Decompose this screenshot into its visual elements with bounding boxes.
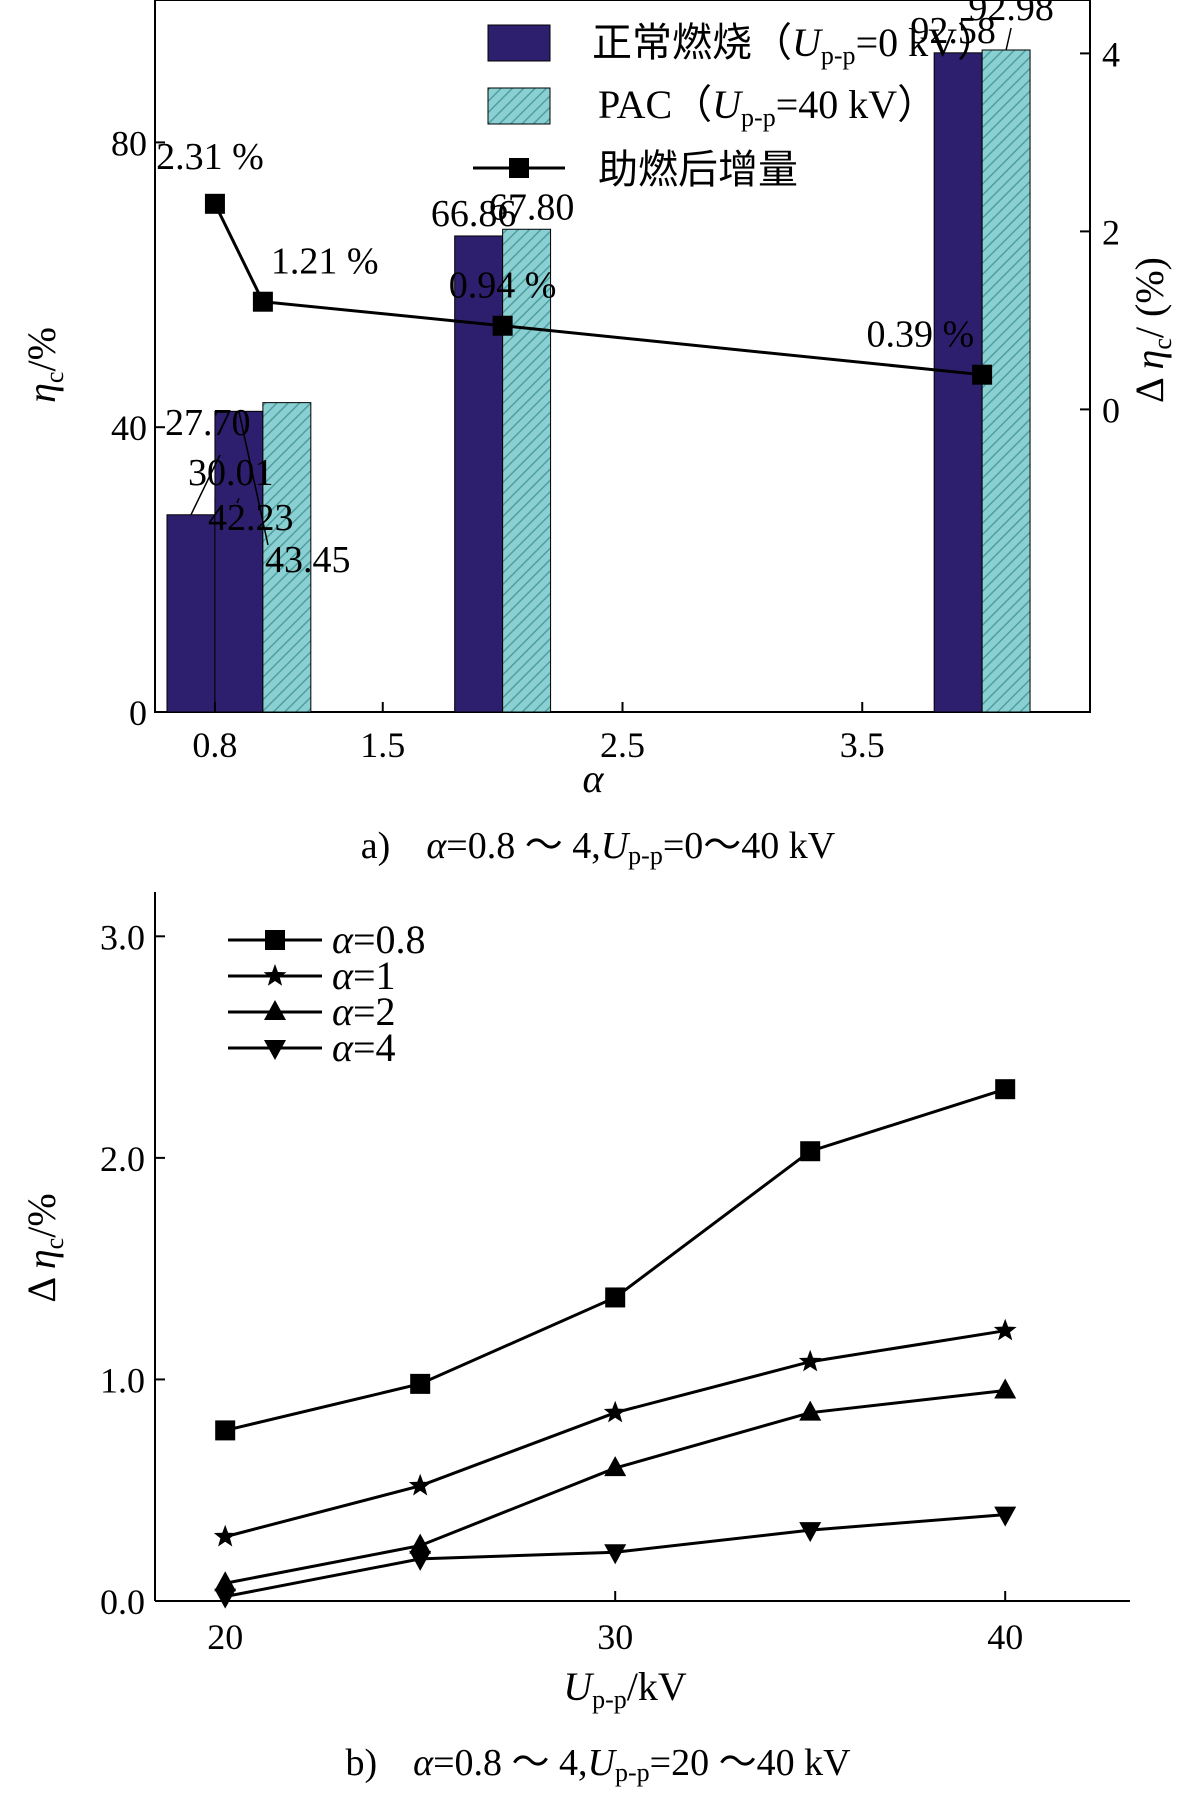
panel-b-x-axis-title: Up-p/kV <box>563 1664 687 1714</box>
series-triangle-down <box>214 1506 1017 1609</box>
bar-normal-2 <box>454 235 504 713</box>
panel-b-caption: b) α=0.8 ～ 4,Up-p=20 ～40 kV <box>345 1742 851 1787</box>
legend-label-triangle-down: α=4 <box>332 1025 396 1070</box>
increment-data-label-1: 1.21 % <box>271 241 379 283</box>
bar-label-pac-3: 92.98 <box>968 0 1054 29</box>
square-marker-icon <box>995 1079 1016 1100</box>
leader-line-pac-3 <box>1005 27 1012 51</box>
increment-square-marker-icon <box>252 291 273 312</box>
legend-label-increment: 助燃后增量 <box>598 147 798 192</box>
panel-b-y-tick-label-3: 3.0 <box>100 917 145 957</box>
square-marker-icon <box>215 1420 236 1441</box>
panel-b-y-axis-title: Δ ηc/% <box>19 1193 69 1302</box>
panel-b-x-tick-label-2: 40 <box>987 1617 1023 1657</box>
increment-data-label-0: 2.31 % <box>156 136 264 178</box>
triangle-down-marker-icon <box>214 1588 237 1609</box>
bar-label-normal-3: 92.58 <box>910 10 996 52</box>
panel-a-x-tick-label-0: 0.8 <box>192 725 237 765</box>
legend-star-marker-icon <box>263 964 287 986</box>
legend-square-marker-icon <box>265 930 285 950</box>
legend-swatch-pac <box>487 87 551 125</box>
panel-a-y-tick-label-2: 80 <box>111 123 147 163</box>
increment-square-marker-icon <box>972 364 993 385</box>
series-triangle-up <box>214 1378 1017 1592</box>
series-star <box>213 1318 1017 1547</box>
panel-a-x-tick-label-2: 2.5 <box>600 725 645 765</box>
legend-triangle-down-marker-icon <box>264 1040 286 1060</box>
star-marker-icon <box>993 1318 1017 1341</box>
bar-pac-2 <box>502 228 552 713</box>
triangle-up-marker-icon <box>409 1533 432 1554</box>
triangle-up-marker-icon <box>604 1456 627 1477</box>
leader-line-normal-0 <box>190 454 221 516</box>
bar-label-pac-1: 43.45 <box>265 539 351 581</box>
panel-b-y-tick-label-1: 1.0 <box>100 1360 145 1400</box>
panel-a-legend: 正常燃烧（Up-p=0 kV） PAC（Up-p=40 kV） 助燃后增量 <box>473 20 997 192</box>
star-marker-icon <box>798 1349 822 1372</box>
series-square <box>215 1079 1016 1441</box>
triangle-up-marker-icon <box>994 1378 1017 1399</box>
panel-b-legend: α=0.8α=1α=2α=4 <box>228 917 426 1070</box>
panel-a-y2-tick-label-2: 4 <box>1102 34 1120 74</box>
triangle-down-marker-icon <box>994 1506 1017 1527</box>
bar-label-pac-0: 30.01 <box>188 452 274 494</box>
legend-label-pac: PAC（Up-p=40 kV） <box>598 82 937 132</box>
increment-square-marker-icon <box>204 193 225 214</box>
panel-a-x-tick-label-1: 1.5 <box>360 725 405 765</box>
panel-a-y-axis-title: ηc/% <box>19 327 69 403</box>
panel-b-y-tick-label-0: 0.0 <box>100 1582 145 1622</box>
panel-a-y2-tick-label-0: 0 <box>1102 390 1120 430</box>
bar-pac-1 <box>262 402 312 713</box>
star-marker-icon <box>213 1524 237 1547</box>
increment-line <box>213 203 983 377</box>
legend-swatch-normal <box>487 24 551 62</box>
star-marker-icon <box>408 1473 432 1496</box>
bar-label-normal-1: 42.23 <box>208 497 294 539</box>
panel-b-y-tick-label-2: 2.0 <box>100 1139 145 1179</box>
leader-line-normal-1 <box>238 411 269 546</box>
bar-normal-1 <box>214 410 264 713</box>
panel-a-caption: a) α=0.8 ～ 4,Up-p=0～40 kV <box>361 825 836 870</box>
legend-triangle-up-marker-icon <box>264 1000 286 1020</box>
panel-b-x-tick-label-0: 20 <box>207 1617 243 1657</box>
square-marker-icon <box>800 1141 821 1162</box>
legend-label-square: α=0.8 <box>332 917 426 962</box>
legend-label-normal: 正常燃烧（Up-p=0 kV） <box>592 20 997 70</box>
square-marker-icon <box>410 1373 431 1394</box>
square-marker-icon <box>605 1287 626 1308</box>
leader-line-pac-0 <box>236 498 240 504</box>
panel-a-y2-axis-title: Δ ηc/ (%) <box>1127 257 1177 403</box>
increment-data-label-3: 0.39 % <box>866 314 974 356</box>
legend-label-star: α=1 <box>332 953 396 998</box>
panel-b-chart: 20 30 400.01.02.03.0 Δ ηc/% Up-p/kV α=0.8α… <box>19 892 1130 1787</box>
bar-label-normal-0: 27.70 <box>165 402 251 444</box>
triangle-up-marker-icon <box>214 1571 237 1592</box>
panel-a-y-tick-label-1: 40 <box>111 408 147 448</box>
increment-data-label-2: 0.94 % <box>449 265 557 307</box>
bar-label-normal-2: 66.86 <box>431 193 517 235</box>
legend-label-triangle-up: α=2 <box>332 989 396 1034</box>
triangle-down-marker-icon <box>604 1544 627 1565</box>
legend-square-marker-icon <box>509 158 529 178</box>
star-marker-icon <box>603 1400 627 1423</box>
increment-square-marker-icon <box>492 315 513 336</box>
triangle-down-marker-icon <box>409 1550 432 1571</box>
panel-a-x-tick-label-3: 3.5 <box>840 725 885 765</box>
panel-a-y2-tick-label-1: 2 <box>1102 212 1120 252</box>
panel-a-chart: 0.8 1.5 2.5 3.5 0 40 80 0 2 4 2.31 % 1.21 % 0.94 % 0… <box>19 0 1177 870</box>
series-line-star <box>224 1329 1006 1539</box>
bar-normal-0 <box>166 514 216 713</box>
triangle-up-marker-icon <box>799 1400 822 1421</box>
panel-a-y-tick-label-0: 0 <box>129 693 147 733</box>
panel-a-x-axis-title: α <box>583 756 605 801</box>
panel-b-x-tick-label-1: 30 <box>597 1617 633 1657</box>
bar-label-pac-2: 67.80 <box>489 186 575 228</box>
series-line-square <box>224 1087 1006 1432</box>
triangle-down-marker-icon <box>799 1522 822 1543</box>
